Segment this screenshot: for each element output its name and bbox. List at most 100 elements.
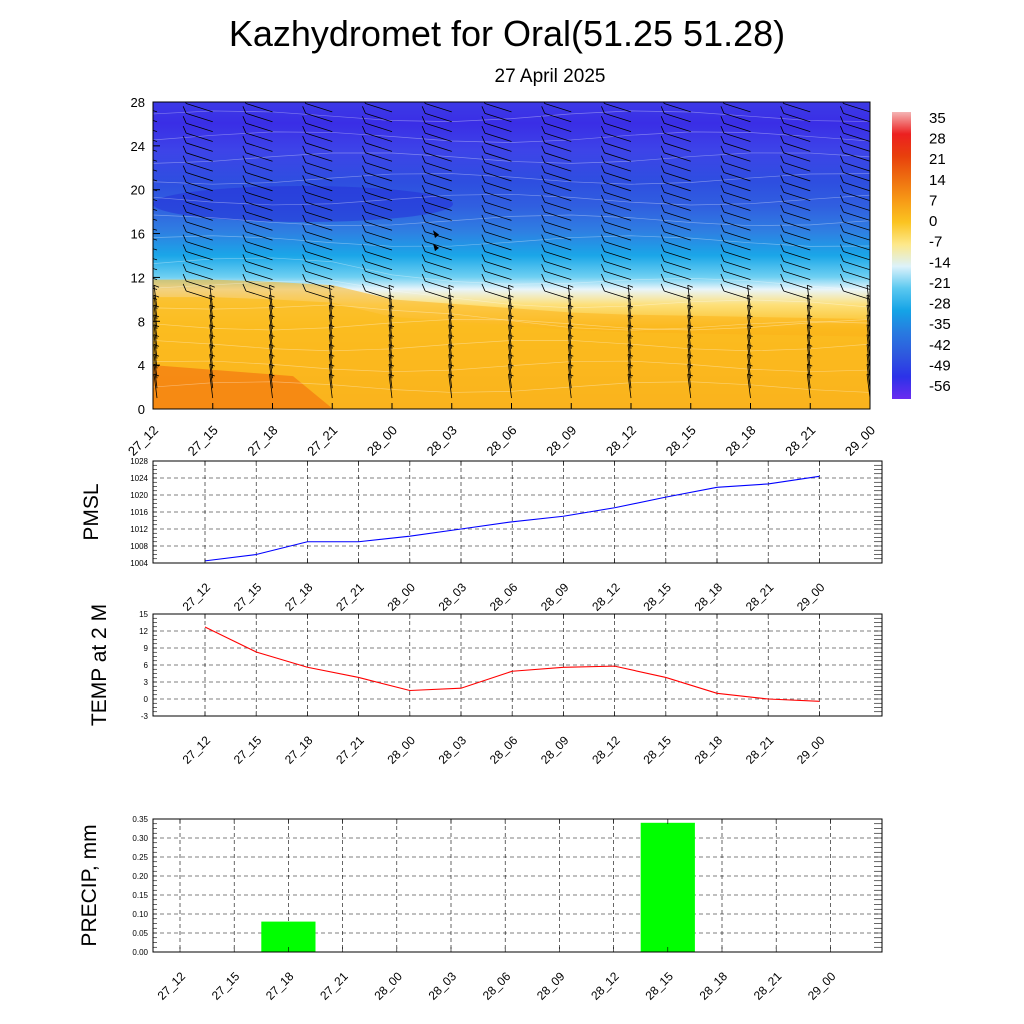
x-tick-label: 28_03 xyxy=(436,733,470,767)
wind-barb xyxy=(271,102,273,103)
wind-barb xyxy=(660,214,691,231)
wind-barb xyxy=(780,175,811,192)
wind-barb xyxy=(780,214,811,231)
wind-barb xyxy=(481,125,512,142)
x-tick-label: 28_12 xyxy=(589,733,623,767)
x-tick-label: 28_06 xyxy=(487,733,521,767)
wind-barb xyxy=(780,273,811,290)
wind-barb xyxy=(242,175,273,192)
y-tick-label: 0.10 xyxy=(132,910,148,919)
y-tick-label: 0.15 xyxy=(132,891,148,900)
wind-barb xyxy=(302,145,333,162)
colorbar-label: 21 xyxy=(929,151,946,168)
wind-barb xyxy=(720,214,751,231)
x-tick-label: 28_00 xyxy=(371,969,405,1003)
colorbar-label: -28 xyxy=(929,296,951,313)
x-tick-label: 27_21 xyxy=(333,733,367,767)
wind-barb xyxy=(806,284,813,310)
wind-barb xyxy=(541,234,572,251)
wind-barb xyxy=(481,264,512,281)
wind-barb xyxy=(209,284,215,310)
wind-barb xyxy=(182,125,213,142)
wind-barb xyxy=(808,102,811,103)
wind-barb xyxy=(567,294,574,320)
wind-barb xyxy=(541,106,572,123)
x-tick-label: 28_15 xyxy=(640,580,674,614)
wind-barb xyxy=(601,116,632,132)
wind-barb xyxy=(840,264,870,281)
wind-barb xyxy=(780,106,811,123)
wind-barb xyxy=(541,224,572,241)
wind-barb xyxy=(720,125,751,142)
wind-barb xyxy=(481,273,512,290)
x-tick-label: 28_15 xyxy=(663,423,699,459)
y-tick-label: 1012 xyxy=(130,525,148,534)
wind-barb xyxy=(362,224,393,241)
wind-barb xyxy=(182,135,213,152)
wind-barb xyxy=(182,155,213,172)
colorbar-label: -35 xyxy=(929,316,951,333)
wind-barb xyxy=(541,116,572,132)
wind-barb xyxy=(362,185,393,202)
y-tick-label: 20 xyxy=(131,183,145,198)
x-tick-label: 29_00 xyxy=(794,733,828,767)
y-tick-label: 12 xyxy=(131,270,145,285)
wind-barb xyxy=(242,264,273,281)
y-tick-label: 9 xyxy=(144,644,149,653)
wind-barb xyxy=(362,155,393,172)
wind-barb xyxy=(182,175,213,192)
wind-barb xyxy=(720,244,751,261)
wind-barb xyxy=(780,155,811,172)
x-tick-label: 29_00 xyxy=(805,969,839,1003)
wind-barb xyxy=(840,273,870,290)
wind-barb xyxy=(362,165,393,182)
wind-barb xyxy=(481,244,512,261)
wind-barb xyxy=(421,234,452,251)
wind-barb xyxy=(242,116,273,132)
wind-barb xyxy=(362,135,393,152)
y-tick-label: 1024 xyxy=(130,474,148,483)
wind-barb xyxy=(481,106,512,123)
x-tick-label: 28_06 xyxy=(487,580,521,614)
colorbar-label: 14 xyxy=(929,172,946,189)
y-tick-label: -3 xyxy=(141,712,149,721)
wind-barb xyxy=(182,244,213,261)
wind-barb xyxy=(749,102,751,103)
wind-barb xyxy=(780,264,811,281)
x-tick-label: 28_21 xyxy=(743,733,777,767)
wind-barb xyxy=(840,165,870,182)
figure-subtitle: 27 April 2025 xyxy=(495,66,606,87)
colorbar-gradient xyxy=(892,112,911,399)
wind-barb xyxy=(868,102,870,103)
wind-barb xyxy=(840,283,870,300)
wind-barb xyxy=(840,254,870,271)
wind-barb xyxy=(421,244,452,261)
wind-barb xyxy=(302,254,333,271)
y-tick-label: 1004 xyxy=(130,559,148,568)
wind-barb xyxy=(242,224,273,241)
precip-bar xyxy=(640,822,695,952)
wind-barb xyxy=(481,194,512,211)
wind-barb xyxy=(421,145,452,162)
wind-barb xyxy=(541,283,572,300)
wind-barb xyxy=(720,116,751,132)
wind-barb xyxy=(780,204,811,221)
wind-barb xyxy=(601,194,632,211)
precip-bar xyxy=(261,921,316,952)
wind-barb xyxy=(660,254,691,271)
wind-barb xyxy=(660,135,691,152)
contour-line xyxy=(153,235,870,247)
wind-barb xyxy=(242,185,273,202)
x-tick-label: 28_21 xyxy=(782,423,818,459)
colorbar-label: 28 xyxy=(929,131,946,148)
wind-barb xyxy=(481,283,512,300)
wind-barb xyxy=(660,145,691,162)
wind-barb xyxy=(541,264,572,281)
wind-barb xyxy=(302,283,333,300)
wind-barb xyxy=(660,244,691,261)
contour-line xyxy=(153,214,870,227)
wind-barb xyxy=(448,294,454,320)
y-tick-label: 0.20 xyxy=(132,872,148,881)
wind-barb xyxy=(421,283,452,300)
